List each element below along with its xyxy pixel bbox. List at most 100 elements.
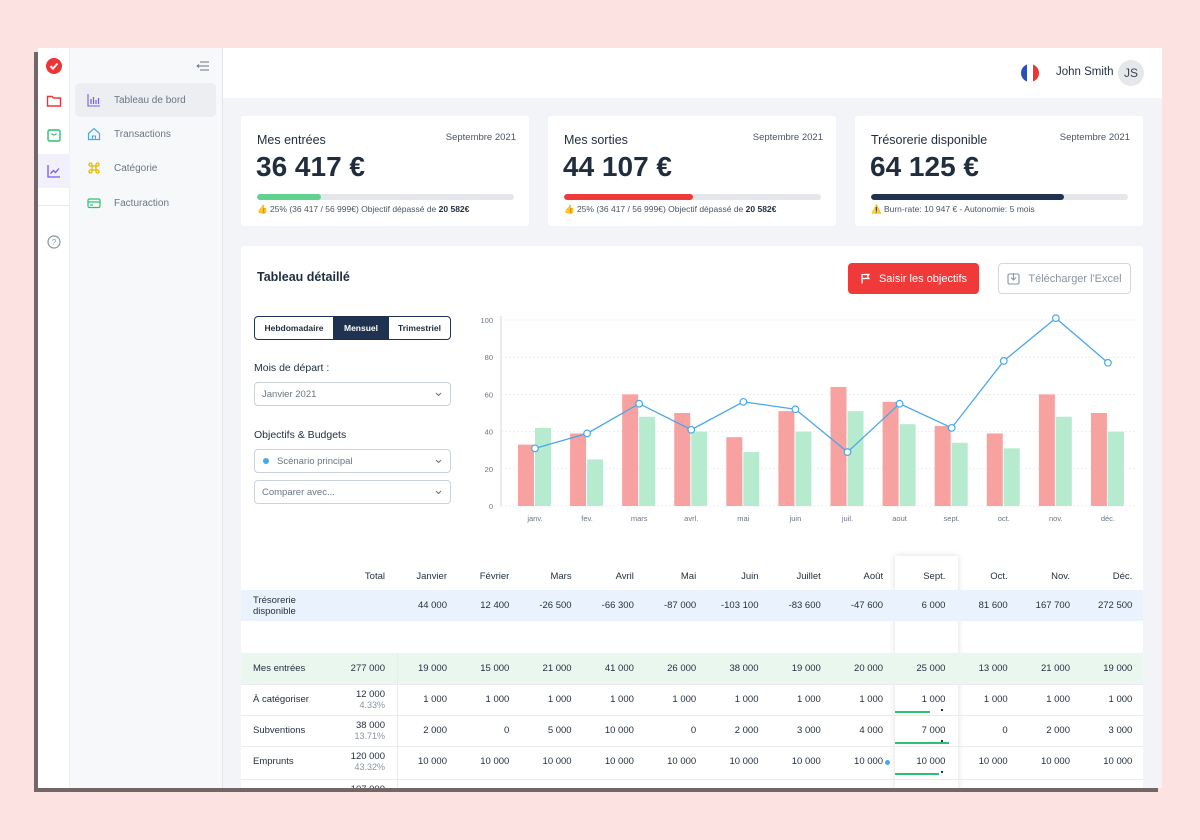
table-cell[interactable]: 10 000 (978, 756, 1008, 767)
table-cell[interactable]: 38 000 (729, 663, 759, 674)
table-cell[interactable]: -103 100 (720, 600, 759, 611)
table-cell[interactable]: 167 700 (1035, 600, 1070, 611)
table-cell[interactable]: -87 000 (663, 600, 697, 611)
sidebar-item-facturaction[interactable]: Facturaction (75, 186, 216, 220)
table-cell[interactable]: 15 000 (480, 663, 510, 674)
table-cell[interactable]: 19 000 (1103, 663, 1133, 674)
y-tick-label: 80 (485, 353, 493, 362)
table-cell[interactable]: 2 000 (734, 725, 759, 736)
shopping-bag-icon[interactable] (46, 127, 62, 143)
table-cell[interactable] (761, 779, 821, 788)
sidebar-item-categorie[interactable]: Catégorie (75, 151, 216, 185)
table-cell[interactable] (1072, 779, 1132, 788)
table-cell[interactable]: 3 000 (797, 725, 821, 736)
table-cell[interactable]: 41 000 (604, 663, 634, 674)
table-cell[interactable]: 1 000 (1046, 694, 1070, 705)
table-cell[interactable] (512, 779, 572, 788)
table-cell[interactable]: 6 000 (921, 600, 946, 611)
table-cell[interactable]: 0 (1002, 725, 1008, 736)
avatar[interactable]: JS (1118, 60, 1144, 86)
table-cell[interactable]: 7 000 (921, 725, 946, 736)
french-flag-icon[interactable] (1021, 64, 1039, 82)
table-cell[interactable]: 13 000 (978, 663, 1008, 674)
help-icon[interactable]: ? (46, 234, 62, 250)
table-cell[interactable]: 3 000 (1108, 725, 1133, 736)
table-cell[interactable]: 10 000 (1103, 756, 1133, 767)
compare-select[interactable]: Comparer avec... (254, 480, 451, 504)
table-cell[interactable]: 19 000 (417, 663, 447, 674)
table-cell[interactable] (449, 779, 509, 788)
table-cell[interactable]: 2 000 (423, 725, 447, 736)
table-cell[interactable]: 1 000 (610, 694, 634, 705)
table-cell[interactable] (948, 779, 1008, 788)
table-cell[interactable]: 1 000 (1108, 694, 1133, 705)
table-cell[interactable] (699, 779, 759, 788)
sidebar-item-tableau-de-bord[interactable]: Tableau de bord (75, 83, 216, 117)
table-cell[interactable]: 1 000 (734, 694, 759, 705)
table-cell[interactable]: 1 000 (859, 694, 884, 705)
table-cell[interactable]: 1 000 (547, 694, 572, 705)
sidebar-item-transactions[interactable]: Transactions (75, 117, 216, 151)
line-point (999, 357, 1008, 365)
start-month-select[interactable]: Janvier 2021 (254, 382, 451, 406)
table-cell[interactable]: 44 000 (417, 600, 447, 611)
table-cell[interactable]: 272 500 (1097, 600, 1133, 611)
table-cell[interactable]: -47 600 (850, 600, 884, 611)
table-cell[interactable]: 10 000 (729, 756, 759, 767)
table-cell[interactable]: 10 000 (854, 756, 884, 767)
flag-icon (861, 273, 871, 284)
table-cell[interactable]: 4 000 (859, 725, 884, 736)
scenario-select[interactable]: Scénario principal (254, 449, 451, 473)
table-cell[interactable]: 21 000 (542, 663, 572, 674)
table-cell[interactable]: 26 000 (667, 663, 697, 674)
table-cell[interactable]: 1 000 (485, 694, 510, 705)
table-cell[interactable]: 1 000 (797, 694, 821, 705)
table-cell[interactable] (823, 779, 883, 788)
table-cell[interactable] (574, 779, 634, 788)
table-cell[interactable]: 1 000 (921, 694, 946, 705)
app-logo-icon[interactable] (46, 58, 62, 74)
table-cell[interactable]: 10 000 (417, 756, 447, 767)
table-cell[interactable] (885, 779, 945, 788)
table-cell[interactable]: 10 000 (667, 756, 697, 767)
period-quarterly[interactable]: Trimestriel (388, 317, 450, 339)
table-cell[interactable]: 1 000 (423, 694, 447, 705)
download-excel-button[interactable]: Télécharger l'Excel (998, 263, 1131, 294)
user-name[interactable]: John Smith (1056, 66, 1114, 78)
set-objectives-button[interactable]: Saisir les objectifs (848, 263, 979, 294)
table-cell[interactable]: 10 000 (916, 756, 946, 767)
bar-entrees (743, 452, 760, 506)
period-weekly[interactable]: Hebdomadaire (264, 323, 324, 333)
period-monthly[interactable]: Mensuel (333, 317, 388, 339)
table-cell[interactable]: 10 000 (1040, 756, 1070, 767)
download-icon (1007, 273, 1020, 285)
table-cell[interactable]: -26 500 (539, 600, 572, 611)
table-cell[interactable]: 1 000 (672, 694, 697, 705)
table-cell[interactable]: 0 (504, 725, 510, 736)
table-cell[interactable] (1010, 779, 1070, 788)
trend-chart-icon[interactable] (46, 163, 62, 179)
folder-icon[interactable] (46, 93, 62, 109)
collapse-menu-icon[interactable] (196, 60, 210, 72)
table-cell[interactable]: 81 600 (978, 600, 1008, 611)
table-cell[interactable]: 10 000 (480, 756, 510, 767)
line-series (534, 317, 1109, 453)
table-cell[interactable]: 1 000 (983, 694, 1008, 705)
table-cell[interactable]: -66 300 (601, 600, 634, 611)
table-cell[interactable]: 12 400 (480, 600, 510, 611)
table-cell[interactable]: 0 (690, 725, 697, 736)
table-cell[interactable]: 19 000 (791, 663, 821, 674)
sept-progress-bar (895, 773, 940, 775)
table-cell[interactable]: 25 000 (916, 663, 946, 674)
table-cell[interactable]: 10 000 (791, 756, 821, 767)
table-cell[interactable]: 10 000 (604, 756, 634, 767)
table-cell[interactable]: 5 000 (547, 725, 572, 736)
table-cell[interactable]: 10 000 (604, 725, 634, 736)
table-cell[interactable] (636, 779, 696, 788)
table-cell[interactable]: -83 600 (788, 600, 821, 611)
table-cell[interactable]: 2 000 (1046, 725, 1070, 736)
table-cell[interactable]: 20 000 (854, 663, 884, 674)
table-cell[interactable]: 10 000 (542, 756, 572, 767)
table-cell[interactable] (387, 779, 447, 788)
table-cell[interactable]: 21 000 (1040, 663, 1070, 674)
